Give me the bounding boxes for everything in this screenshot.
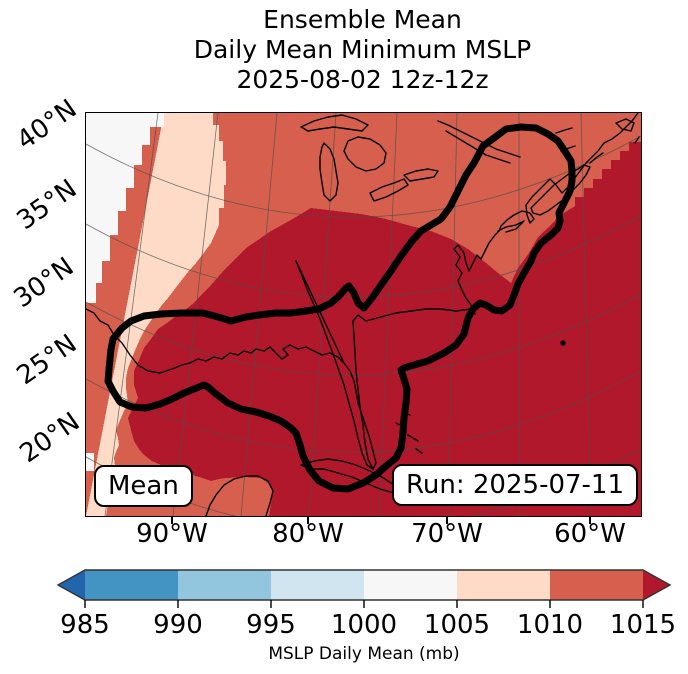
colorbar-tick-label-990: 990	[153, 610, 203, 640]
lat-tick-label-35n: 35°N	[11, 173, 83, 237]
storm-envelope-contour	[104, 123, 576, 493]
colorbar-tick-label-1010: 1010	[516, 610, 584, 640]
lat-tick-label-20n: 20°N	[14, 406, 86, 470]
colorbar-segment-990-995	[178, 570, 271, 600]
run-date-annotation-box: Run: 2025-07-11	[392, 464, 638, 506]
lon-tick-80w	[307, 516, 309, 524]
map-axes: Mean Run: 2025-07-11	[85, 112, 642, 517]
coastline-lake-huron	[343, 136, 387, 172]
colorbar-tick-label-1005: 1005	[423, 610, 491, 640]
coastline-long-island	[497, 220, 525, 233]
fill-region-medium-red	[86, 113, 641, 516]
coastline-lake-erie	[369, 178, 409, 202]
lon-tick-label-60w: 60°W	[554, 519, 626, 549]
lon-tick-label-70w: 70°W	[411, 519, 483, 549]
fill-region-peach	[86, 113, 226, 516]
parallel-40n	[86, 135, 641, 218]
colorbar-under-arrow	[58, 570, 85, 600]
colorbar-segment-985-990	[85, 570, 178, 600]
lat-tick-label-25n: 25°N	[11, 328, 83, 392]
coastline-st-lawrence	[437, 120, 576, 164]
fill-patch-off-white	[86, 453, 94, 471]
meridian-70w	[447, 113, 458, 516]
coastline-lake-ontario	[403, 168, 439, 182]
meridian-95w	[104, 113, 159, 516]
title-line-3: 2025-08-02 12z-12z	[236, 65, 489, 94]
lat-tick-label-40n: 40°N	[11, 93, 83, 157]
colorbar-segment-1005-1010	[457, 570, 550, 600]
colorbar	[56, 569, 672, 608]
lon-tick-70w	[446, 516, 448, 524]
colorbar-ticks	[84, 600, 644, 608]
parallel-30n	[86, 293, 641, 376]
lat-tick-label-30n: 30°N	[8, 251, 80, 315]
colorbar-over-arrow	[643, 570, 670, 600]
title-line-2: Daily Mean Minimum MSLP	[193, 35, 532, 64]
parallel-25n	[86, 370, 641, 453]
colorbar-segment-1010-1015	[550, 570, 643, 600]
coastline-yucatan	[205, 475, 274, 516]
lon-tick-label-90w: 90°W	[136, 519, 208, 549]
title-line-1: Ensemble Mean	[263, 5, 462, 34]
coastline-mainland	[86, 113, 639, 470]
coastline-bermuda-island	[560, 340, 566, 346]
colorbar-tick-label-985: 985	[60, 610, 110, 640]
colorbar-segment-1000-1005	[364, 570, 457, 600]
coastlines	[86, 113, 640, 516]
colorbar-tick-label-1015: 1015	[609, 610, 677, 640]
meridian-80w	[308, 113, 337, 516]
colorbar-tick-label-1000: 1000	[330, 610, 398, 640]
coastline-florida-bigbend	[295, 260, 374, 470]
lon-tick-60w	[589, 516, 591, 524]
fill-region-off-white	[86, 113, 164, 303]
coastline-nova-scotia	[530, 152, 604, 216]
coastline-lake-superior	[300, 114, 369, 132]
lon-tick-label-80w: 80°W	[272, 519, 344, 549]
coastline-bahamas	[395, 412, 423, 454]
colorbar-axis-label: MSLP Daily Mean (mb)	[268, 644, 460, 664]
mean-annotation-box: Mean	[94, 465, 193, 507]
coastline-lake-michigan	[319, 142, 339, 202]
colorbar-tick-label-995: 995	[246, 610, 296, 640]
parallel-35n	[86, 215, 641, 298]
coastline-newfoundland	[615, 118, 640, 144]
lon-tick-90w	[171, 516, 173, 524]
colorbar-segment-995-1000	[271, 570, 364, 600]
map-canvas	[86, 113, 641, 516]
